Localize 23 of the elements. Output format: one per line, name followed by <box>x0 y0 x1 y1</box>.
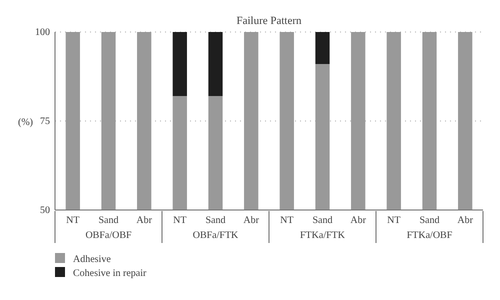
x-tick-label: Sand <box>98 215 118 226</box>
x-tick-label: NT <box>387 215 401 226</box>
x-tick-label: NT <box>280 215 294 226</box>
chart-title: Failure Pattern <box>236 15 302 27</box>
x-tick-label: Abr <box>457 215 474 226</box>
text: FTKa/FTK <box>300 230 346 241</box>
y-axis-title: (%) <box>18 117 33 128</box>
x-tick-label: Abr <box>136 215 153 226</box>
legend-label: Cohesive in repair <box>73 268 147 279</box>
x-tick-label: Sand <box>420 215 440 226</box>
y-tick-label: 75 <box>40 116 50 128</box>
text: FTKa/OBF <box>406 230 453 241</box>
x-tick-label: NT <box>66 215 80 226</box>
y-tick-label: 100 <box>35 27 50 38</box>
x-tick-label: Abr <box>350 215 367 226</box>
x-tick-label: NT <box>173 215 187 226</box>
x-tick-label: Sand <box>206 215 226 226</box>
x-tick-label: Abr <box>243 215 260 226</box>
legend-label: Adhesive <box>73 254 112 265</box>
x-tick-label: Sand <box>312 215 332 226</box>
text: OBFa/FTK <box>192 230 240 241</box>
text: OBFa/OBF <box>85 230 132 241</box>
y-tick-label: 50 <box>40 205 50 216</box>
